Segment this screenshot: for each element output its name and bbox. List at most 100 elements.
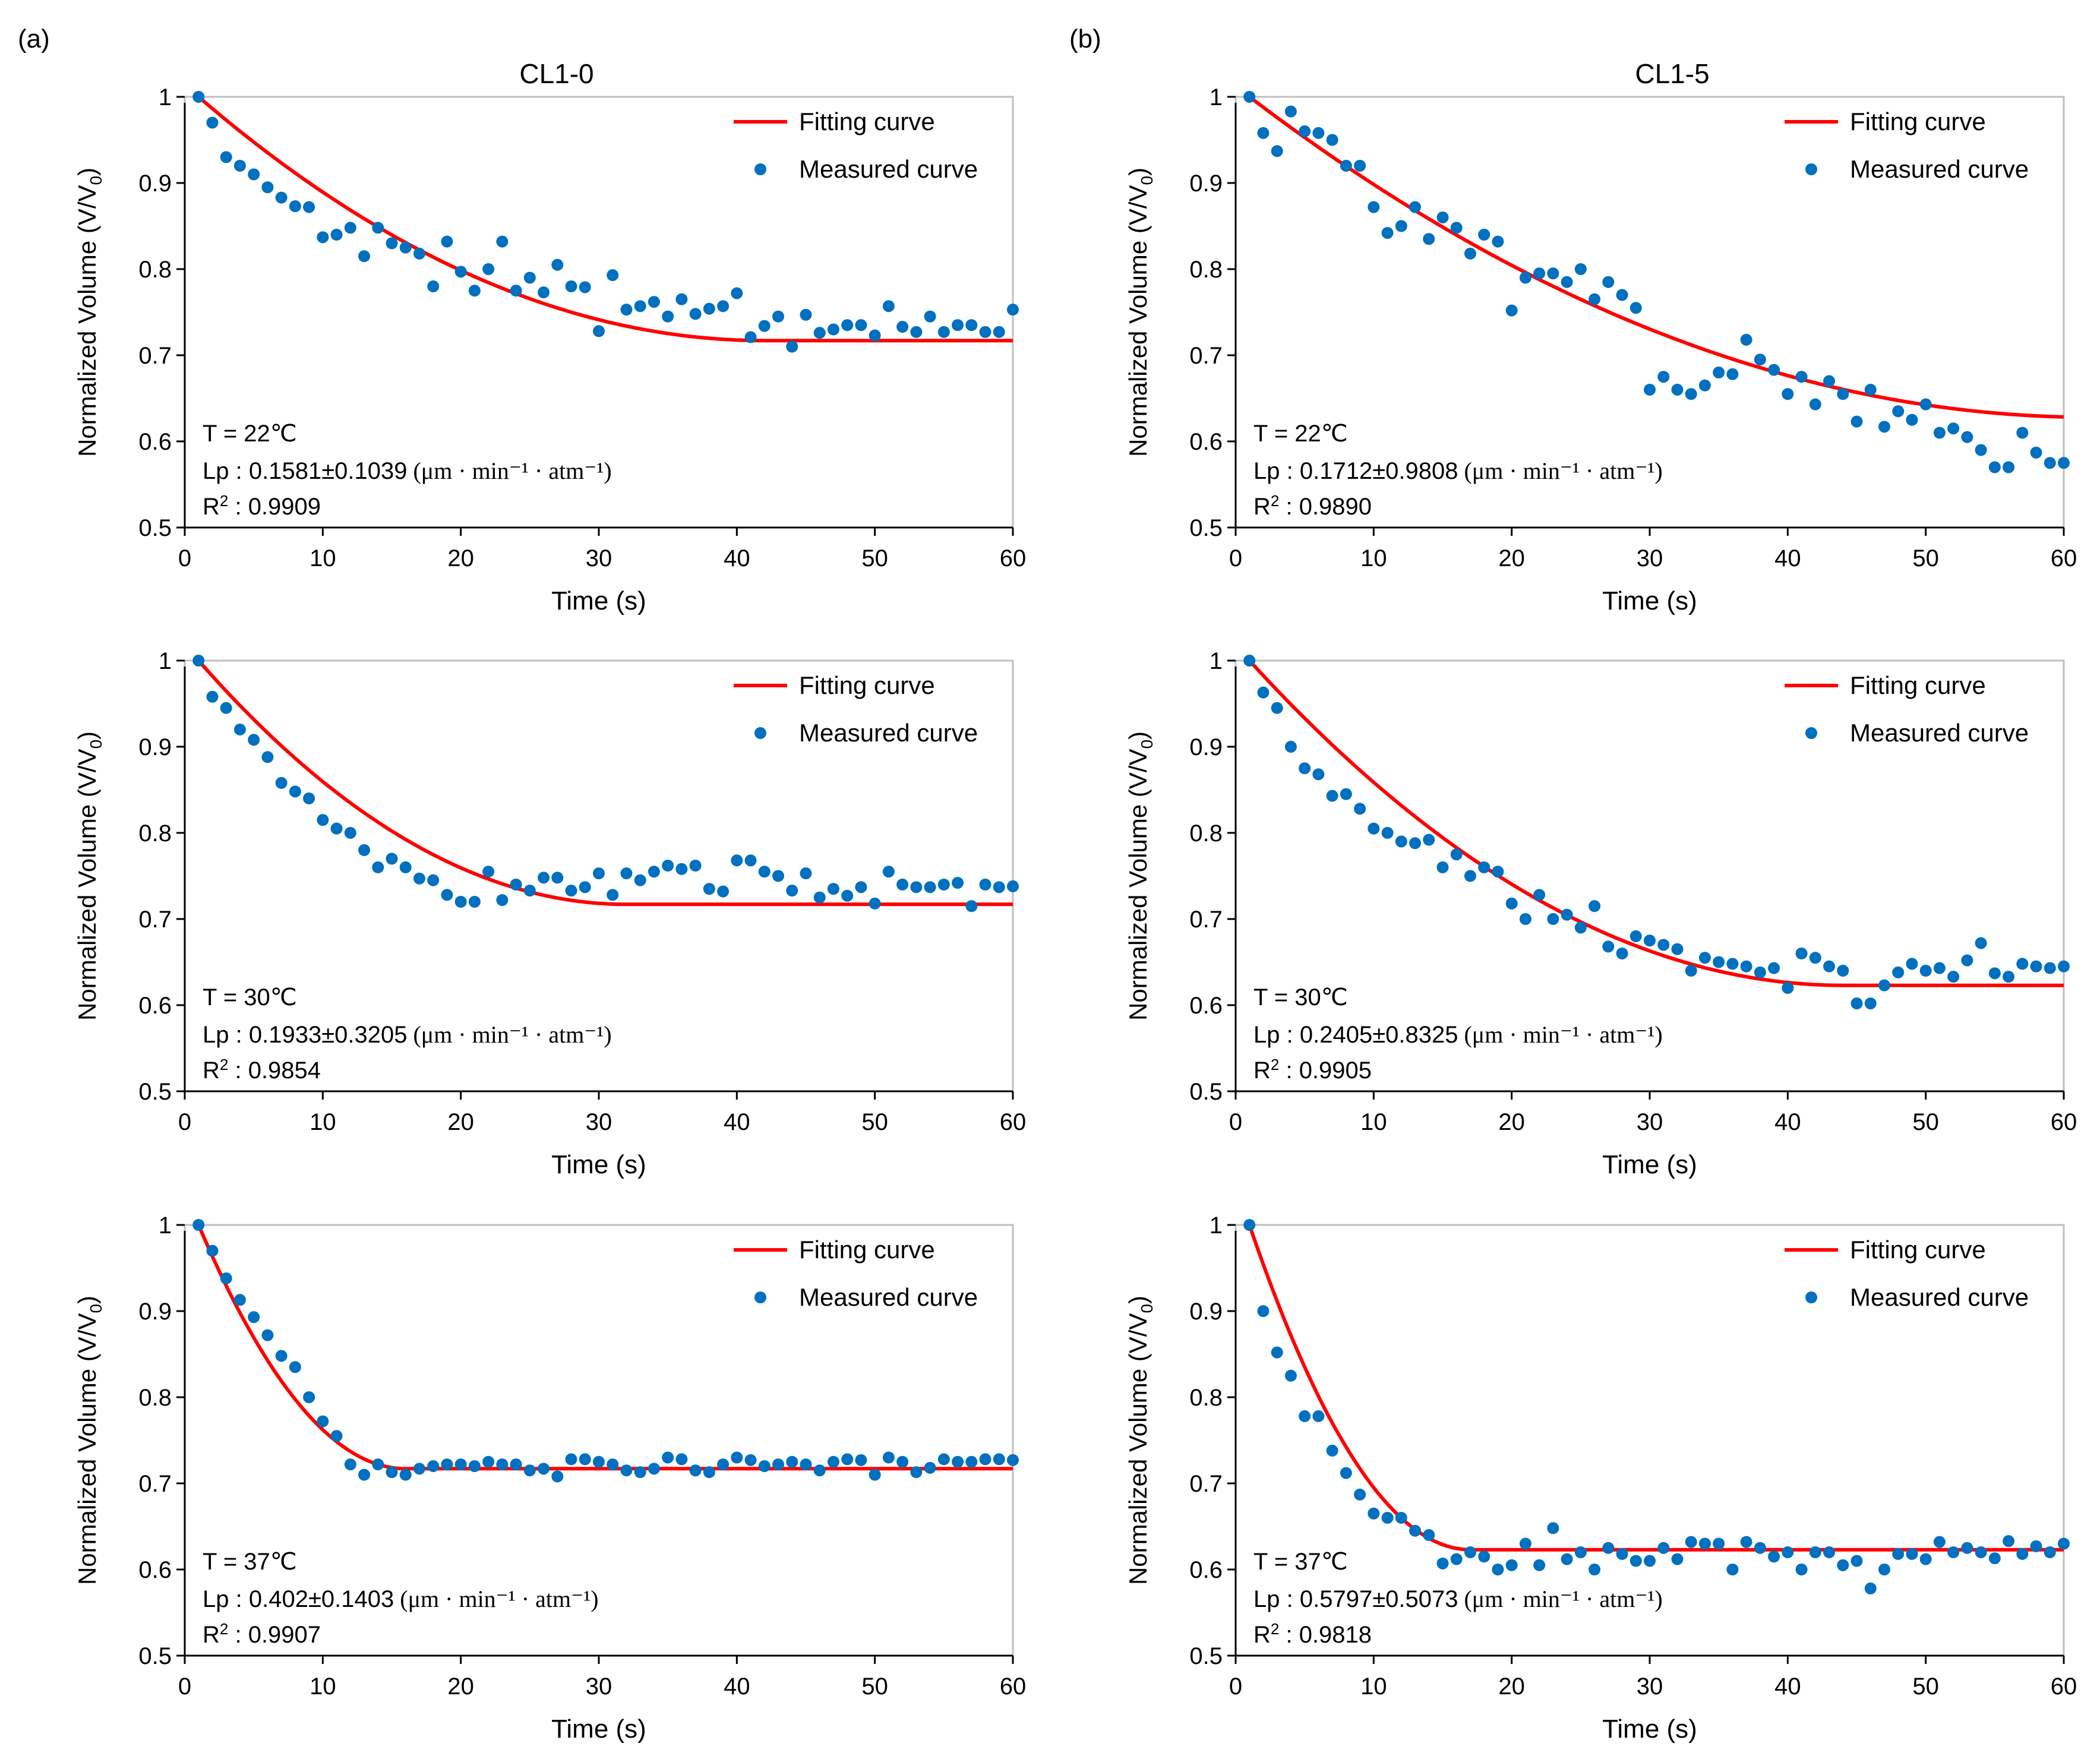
y-tick-label: 0.8 (1189, 257, 1223, 283)
measured-point (233, 724, 246, 735)
measured-point (993, 881, 1005, 893)
measured-point (372, 861, 384, 873)
y-tick-label: 0.9 (1189, 170, 1223, 197)
measured-point (1574, 263, 1587, 275)
measured-point (1754, 966, 1766, 978)
x-tick-label: 40 (1774, 545, 1801, 571)
measured-point (717, 300, 730, 312)
measured-point (399, 861, 412, 873)
measured-point (1492, 235, 1504, 248)
measured-point (896, 321, 909, 333)
measured-point (1354, 160, 1366, 172)
measured-point (1284, 1369, 1297, 1382)
measured-point (2058, 960, 2070, 972)
measured-point (1685, 388, 1697, 400)
measured-point (1823, 1546, 1836, 1558)
measured-point (482, 866, 495, 878)
legend-fit-label: Fitting curve (1850, 671, 1986, 699)
measured-point (427, 280, 440, 292)
measured-point (1423, 233, 1435, 245)
annotation-lp: Lp : 0.1581±0.1039 (μm · min⁻¹ · atm⁻¹) (203, 457, 612, 484)
measured-point (689, 1464, 702, 1477)
x-tick-label: 60 (2051, 1109, 2077, 1135)
x-tick-label: 20 (1498, 1109, 1525, 1135)
measured-point (620, 867, 633, 880)
measured-point (1409, 837, 1422, 850)
measured-point (1395, 835, 1407, 848)
measured-point (551, 258, 564, 271)
annotation-r2: R2 : 0.9909 (203, 492, 321, 520)
measured-point (1864, 997, 1877, 1010)
y-tick-label: 0.6 (138, 1557, 172, 1583)
measured-point (1933, 427, 1946, 439)
measured-point (220, 702, 232, 714)
measured-point (399, 1469, 412, 1481)
measured-point (441, 235, 453, 248)
annotation-r2: R2 : 0.9818 (1253, 1620, 1372, 1648)
measured-point (1271, 702, 1283, 714)
measured-point (786, 340, 798, 353)
measured-point (607, 269, 619, 282)
measured-point (1768, 962, 1780, 974)
measured-point (1988, 461, 2001, 473)
measured-point (2016, 427, 2029, 439)
measured-point (454, 1458, 467, 1471)
measured-point (510, 285, 522, 297)
x-tick-label: 0 (1229, 1673, 1242, 1700)
measured-point (675, 863, 688, 875)
measured-point (952, 1455, 964, 1468)
measured-point (1299, 125, 1311, 137)
measured-point (1381, 827, 1394, 839)
measured-point (289, 1361, 301, 1373)
measured-point (579, 281, 591, 293)
measured-point (1243, 655, 1256, 667)
measured-point (1561, 276, 1573, 288)
measured-point (496, 894, 509, 907)
measured-point (1505, 304, 1518, 317)
x-axis-label: Time (s) (551, 1714, 646, 1744)
measured-point (468, 1460, 481, 1472)
measured-point (744, 1454, 757, 1466)
measured-point (399, 241, 412, 254)
x-tick-label: 50 (861, 1673, 888, 1700)
measured-point (1533, 267, 1546, 280)
measured-point (1478, 1550, 1490, 1563)
measured-point (703, 1466, 715, 1479)
y-tick-label: 0.7 (1189, 343, 1223, 369)
measured-point (744, 331, 757, 343)
measured-point (233, 160, 246, 172)
measured-point (482, 263, 495, 275)
measured-point (1795, 1564, 1808, 1575)
measured-point (2016, 1548, 2029, 1560)
measured-point (275, 1350, 288, 1362)
measured-point (2044, 1546, 2056, 1558)
measured-point (952, 877, 964, 889)
measured-point (303, 792, 315, 804)
y-tick-label: 1 (1210, 84, 1223, 110)
measured-point (1740, 1536, 1752, 1548)
measured-point (1975, 937, 1987, 949)
measured-point (1726, 1564, 1739, 1575)
measured-point (1630, 1555, 1642, 1567)
measured-point (1423, 1529, 1435, 1541)
measured-point (772, 1458, 785, 1471)
measured-point (952, 319, 964, 331)
y-tick-label: 0.5 (1189, 1079, 1223, 1105)
y-tick-label: 0.9 (138, 734, 172, 760)
measured-point (1933, 962, 1946, 974)
measured-point (441, 1458, 453, 1471)
measured-point (523, 271, 536, 284)
x-tick-label: 40 (1774, 1109, 1801, 1135)
y-tick-label: 0.6 (1189, 993, 1223, 1019)
measured-point (261, 181, 274, 194)
measured-point (358, 844, 371, 856)
measured-point (2044, 962, 2056, 974)
measured-point (1326, 790, 1338, 802)
legend-measured-label: Measured curve (1850, 1283, 2029, 1311)
measured-point (1492, 866, 1504, 878)
measured-point (248, 168, 260, 181)
measured-point (813, 891, 826, 904)
x-tick-label: 10 (1360, 1673, 1387, 1700)
annotation-lp: Lp : 0.402±0.1403 (μm · min⁻¹ · atm⁻¹) (203, 1586, 599, 1612)
measured-point (758, 1460, 770, 1472)
